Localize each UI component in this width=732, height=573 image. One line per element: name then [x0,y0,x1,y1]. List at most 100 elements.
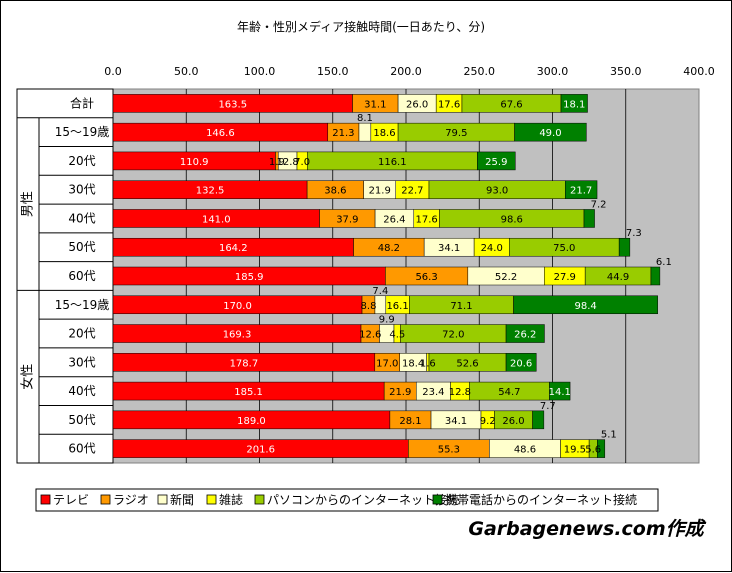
value-label: 98.6 [501,214,523,225]
value-label: 164.2 [219,243,248,254]
value-label: 37.9 [336,214,358,225]
value-label: 34.1 [445,416,467,427]
value-label: 98.4 [574,301,596,312]
value-label: 48.6 [514,445,536,456]
x-tick-label: 200.0 [390,65,422,78]
legend-swatch [157,494,168,505]
category-label: 20代 [68,154,95,168]
value-label: 34.1 [438,243,460,254]
bar-segment [514,122,587,142]
value-label: 28.1 [399,416,421,427]
value-label: 1.6 [420,358,436,369]
value-label: 8.8 [361,301,377,312]
value-label: 44.9 [607,272,629,283]
bar-segment [650,266,661,286]
value-label: 5.6 [585,445,601,456]
value-label: 23.4 [422,387,444,398]
value-label: 169.3 [223,330,252,341]
value-label: 185.9 [235,272,264,283]
category-label: 15～19歳 [55,298,110,312]
value-label: 141.0 [202,214,231,225]
value-label: 7.4 [372,286,388,297]
value-label: 52.2 [495,272,517,283]
value-label: 178.7 [230,358,259,369]
value-label: 24.0 [481,243,503,254]
value-label: 19.5 [564,445,586,456]
value-label: 49.0 [539,128,561,139]
bar-segment [532,410,545,430]
value-label: 75.0 [553,243,575,254]
value-label: 27.9 [554,272,576,283]
value-label: 67.6 [500,99,522,110]
group-label: 女性 [20,364,36,390]
value-label: 7.3 [626,228,642,239]
value-label: 21.3 [332,128,354,139]
value-label: 55.3 [438,445,460,456]
value-label: 7.2 [591,199,607,210]
value-label: 1.9 [269,157,285,168]
category-label: 60代 [68,442,95,456]
category-frame [16,88,114,464]
x-tick-label: 100.0 [244,65,276,78]
value-label: 170.0 [223,301,252,312]
value-label: 26.0 [406,99,428,110]
value-label: 25.9 [485,157,507,168]
value-label: 14.1 [549,387,571,398]
value-label: 93.0 [486,186,508,197]
value-label: 16.1 [386,301,408,312]
category-label: 20代 [68,327,95,341]
value-label: 21.9 [389,387,411,398]
value-label: 146.6 [206,128,235,139]
value-label: 54.7 [498,387,520,398]
legend-label: ラジオ [113,493,149,507]
value-label: 38.6 [324,186,346,197]
value-label: 26.2 [514,330,536,341]
bar-segment [505,324,545,343]
value-label: 163.5 [218,99,247,110]
value-label: 110.9 [180,157,209,168]
legend-box [35,488,659,512]
value-label: 21.9 [369,186,391,197]
bar-segment [358,122,372,142]
value-label: 52.6 [456,358,478,369]
x-tick-label: 50.0 [174,65,199,78]
category-label: 30代 [68,183,95,197]
value-label: 5.1 [601,430,617,441]
legend: テレビ ラジオ 新聞 雑誌 パソコンからのインターネット接続携帯電話からのインターネット… [35,488,659,512]
value-label: 116.1 [378,157,407,168]
category-label: 40代 [68,211,95,225]
bar-segment [513,295,658,315]
legend-swatch [432,494,443,505]
x-tick-label: 0.0 [104,65,122,78]
value-label: 56.3 [415,272,437,283]
value-label: 26.0 [502,416,524,427]
value-label: 17.6 [438,99,460,110]
value-label: 26.4 [383,214,405,225]
category-label: 50代 [68,240,95,254]
value-label: 17.0 [376,358,398,369]
bar-segment [564,180,598,199]
value-label: 18.4 [402,358,424,369]
value-label: 12.6 [359,330,381,341]
value-label: 8.1 [357,113,373,124]
bar-segment [560,94,588,113]
bar-segment [505,353,537,372]
x-tick-label: 350.0 [610,65,642,78]
value-label: 6.1 [656,257,672,268]
legend-label: 携帯電話からのインターネット接続 [445,492,637,507]
value-label: 18.1 [563,99,585,110]
bar-segment [549,381,571,401]
group-label: 男性 [21,191,36,217]
value-label: 22.7 [401,186,423,197]
value-label: 9.2 [480,416,496,427]
x-tick-label: 400.0 [683,65,715,78]
value-label: 21.7 [570,186,592,197]
legend-swatch [100,494,111,505]
legend-label: パソコンからのインターネット接続 [267,492,459,507]
value-label: 9.9 [379,315,395,326]
value-label: 12.8 [449,387,471,398]
bars [112,94,661,458]
